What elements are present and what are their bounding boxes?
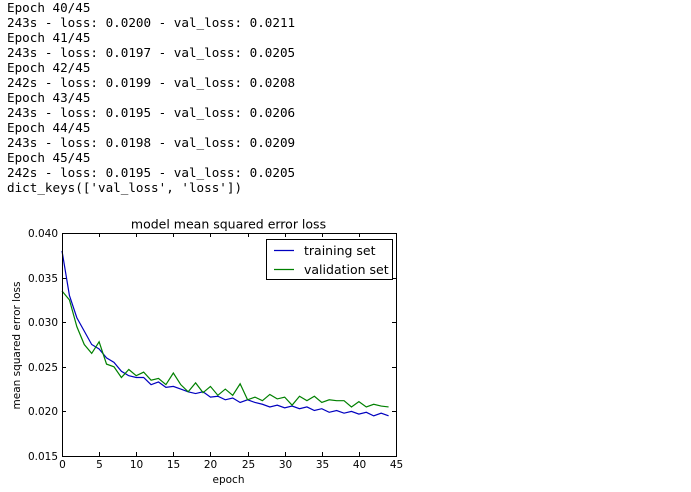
log-line: Epoch 40/45: [7, 0, 91, 15]
log-line: 242s - loss: 0.0195 - val_loss: 0.0205: [7, 165, 296, 180]
y-tick-label: 0.015: [28, 451, 58, 463]
log-line: 243s - loss: 0.0200 - val_loss: 0.0211: [7, 15, 296, 30]
log-line: 243s - loss: 0.0195 - val_loss: 0.0206: [7, 105, 296, 120]
x-tick-label: 40: [353, 459, 366, 471]
chart-title: model mean squared error loss: [131, 217, 326, 232]
x-tick-label: 15: [167, 459, 180, 471]
y-tick-label: 0.035: [28, 273, 58, 285]
log-line: Epoch 43/45: [7, 90, 91, 105]
x-axis-label: epoch: [213, 474, 245, 486]
log-line: dict_keys(['val_loss', 'loss']): [7, 180, 243, 195]
legend-label-training: training set: [304, 243, 376, 258]
x-tick-label: 45: [390, 459, 403, 471]
x-tick-label: 10: [130, 459, 143, 471]
training-set-line: [61, 250, 389, 417]
x-tick-label: 5: [96, 459, 103, 471]
log-line: Epoch 44/45: [7, 120, 91, 135]
chart-legend: training set validation set: [266, 239, 393, 280]
x-tick-label: 30: [279, 459, 292, 471]
y-axis-label: mean squared error loss: [11, 282, 23, 410]
log-line: Epoch 42/45: [7, 60, 91, 75]
axis-ticks: 0 5 10 15 20 25 30 35 40 45 0.015 0.020 0.025 0.030 0.…: [28, 228, 403, 471]
series-layer: [61, 250, 389, 417]
log-line: Epoch 45/45: [7, 150, 91, 165]
x-tick-label: 25: [242, 459, 255, 471]
log-line: 243s - loss: 0.0198 - val_loss: 0.0209: [7, 135, 296, 150]
log-line: 243s - loss: 0.0197 - val_loss: 0.0205: [7, 45, 296, 60]
log-line: 242s - loss: 0.0199 - val_loss: 0.0208: [7, 75, 296, 90]
validation-set-line: [61, 290, 389, 408]
x-tick-label: 20: [204, 459, 217, 471]
x-tick-label: 35: [316, 459, 329, 471]
cell-output-log: Epoch 40/45 243s - loss: 0.0200 - val_los…: [7, 0, 295, 195]
legend-box: [266, 239, 393, 280]
y-tick-label: 0.025: [28, 362, 58, 374]
y-tick-label: 0.040: [28, 228, 58, 240]
y-tick-label: 0.020: [28, 406, 58, 418]
y-tick-label: 0.030: [28, 317, 58, 329]
log-line: Epoch 41/45: [7, 30, 91, 45]
legend-label-validation: validation set: [304, 262, 389, 277]
plot-area-frame: [62, 233, 397, 457]
x-tick-label: 0: [59, 459, 66, 471]
